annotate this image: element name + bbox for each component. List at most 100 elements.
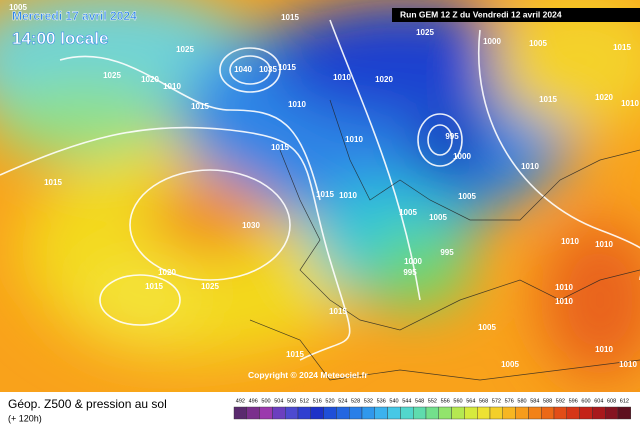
isobar-label: 1010 [555,297,573,306]
scale-swatch [233,406,248,420]
isobar-label: 1005 [9,3,27,12]
scale-label: 532 [364,398,373,404]
isobar-label: 1015 [145,282,163,291]
isobar-label: 1010 [595,345,613,354]
scale-label: 500 [261,398,270,404]
scale-swatch [387,406,401,420]
scale-label: 576 [505,398,514,404]
scale-swatch [438,406,452,420]
scale-label: 592 [556,398,565,404]
scale-swatch [374,406,388,420]
scale-swatch [515,406,529,420]
isobar-label: 1010 [333,73,351,82]
scale-label: 516 [313,398,322,404]
isobar-label: 1000 [483,37,501,46]
run-banner [392,8,640,22]
isobar-label: 1005 [478,323,496,332]
isobar-label: 1020 [141,75,159,84]
scale-label: 588 [543,398,552,404]
color-scale: 492 496 500 504 508 512 516 520 524 528 532 536 540 5… [233,398,632,420]
scale-swatch [553,406,568,420]
valid-date: Mercredi 17 avril 2024 [12,9,137,23]
map [0,0,640,392]
isobar-label: 1015 [539,95,557,104]
isobar-label: 1025 [201,282,219,291]
isobar-label: 1015 [191,102,209,111]
isobar-label: 1020 [375,75,393,84]
scale-swatch [528,406,542,420]
isobar-label: 1005 [429,213,447,222]
scale-swatch [323,406,337,420]
isobar-label: 1010 [288,100,306,109]
scale-swatch [464,406,478,420]
isobar-label: 1000 [453,152,471,161]
isobar-label: 1020 [595,93,613,102]
scale-swatch [566,406,580,420]
isobar-label: 1005 [399,208,417,217]
scale-swatch [489,406,504,420]
scale-swatch [541,406,555,420]
isobar-label: 1015 [44,178,62,187]
scale-swatch [477,406,491,420]
isobar-label: 1010 [595,240,613,249]
scale-label: 520 [325,398,334,404]
scale-label: 580 [517,398,526,404]
isobar-label: 1010 [621,99,639,108]
scale-label: 496 [249,398,258,404]
scale-label: 544 [402,398,411,404]
isobar-label: 1030 [242,221,260,230]
scale-label: 512 [300,398,309,404]
scale-label: 508 [287,398,296,404]
scale-label: 524 [338,398,347,404]
scale-swatch [336,406,350,420]
scale-label: 584 [530,398,539,404]
isobar-label: 1015 [286,350,304,359]
scale-swatch [297,406,312,420]
scale-label: 540 [389,398,398,404]
run-info: Run GEM 12 Z du Vendredi 12 avril 2024 [400,9,562,19]
scale-label: 564 [466,398,475,404]
isobar-label: 1025 [416,28,434,37]
scale-swatch [425,406,440,420]
scale-label: 504 [274,398,283,404]
scale-label: 600 [581,398,590,404]
scale-swatch [400,406,414,420]
isobar-label: 1015 [613,43,631,52]
isobar-label: 1025 [103,71,121,80]
scale-swatch [349,406,363,420]
scale-swatch [413,406,427,420]
isobar-label: 1015 [329,307,347,316]
isobar-label: 1010 [521,162,539,171]
scale-swatch [272,406,286,420]
isobar-label: 1025 [176,45,194,54]
isobar-label: 1010 [339,191,357,200]
scale-swatch [579,406,593,420]
isobar-label: 995 [445,132,459,141]
isobar-label: 1015 [281,13,299,22]
isobar-label: 1010 [619,360,637,369]
scale-label: 604 [594,398,603,404]
isobar-label: 1035 [259,65,277,74]
scale-label: 492 [236,398,245,404]
isobar-label: 1020 [158,268,176,277]
scale-label: 536 [377,398,386,404]
scale-swatch [285,406,299,420]
footer-title: Géop. Z500 & pression au sol [8,397,167,411]
scale-label: 560 [453,398,462,404]
scale-swatch [605,406,619,420]
scale-swatch [502,406,516,420]
isobar-label: 1005 [458,192,476,201]
scale-swatch [310,406,324,420]
scale-swatch [617,406,632,420]
scale-swatch [451,406,465,420]
scale-label: 596 [569,398,578,404]
scale-swatch [361,406,376,420]
isobar-label: 1015 [271,143,289,152]
isobar-label: 995 [440,248,454,257]
isobar-label: 1010 [555,283,573,292]
isobar-label: 1005 [529,39,547,48]
scale-label: 608 [607,398,616,404]
copyright: Copyright © 2024 Meteociel.fr [248,370,368,380]
